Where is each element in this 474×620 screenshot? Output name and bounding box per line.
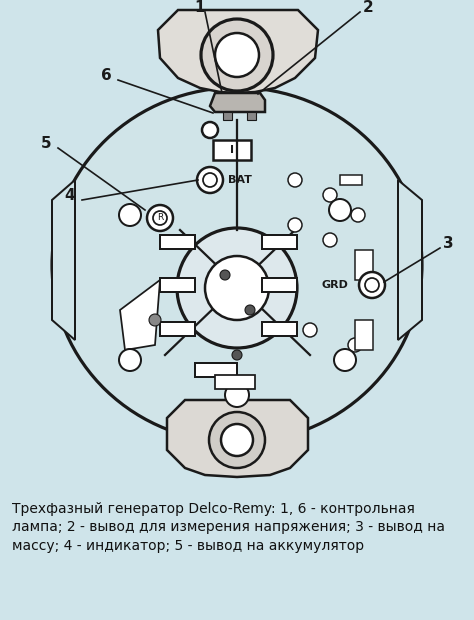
Bar (355, 320, 373, 350)
Polygon shape (158, 10, 318, 93)
Circle shape (365, 278, 379, 292)
Circle shape (245, 305, 255, 315)
Text: 1: 1 (195, 1, 205, 16)
Bar (195, 363, 237, 377)
Text: I: I (230, 145, 234, 155)
Bar (213, 140, 251, 160)
Polygon shape (167, 400, 308, 477)
Circle shape (119, 204, 141, 226)
Circle shape (348, 338, 362, 352)
Circle shape (197, 167, 223, 193)
Bar (247, 112, 256, 120)
Text: GRD: GRD (321, 280, 348, 290)
Circle shape (323, 233, 337, 247)
Circle shape (220, 270, 230, 280)
Bar (262, 235, 297, 249)
Text: 3: 3 (443, 236, 453, 252)
Circle shape (359, 272, 385, 298)
Polygon shape (210, 93, 265, 112)
Circle shape (205, 256, 269, 320)
Bar (355, 250, 373, 280)
Circle shape (119, 349, 141, 371)
Text: Трехфазный генератор Delco-Remy: 1, 6 - контрольная
лампа; 2 - вывод для измерен: Трехфазный генератор Delco-Remy: 1, 6 - … (12, 502, 445, 553)
Circle shape (201, 19, 273, 91)
Circle shape (225, 383, 249, 407)
Polygon shape (52, 180, 75, 340)
Text: 6: 6 (100, 68, 111, 82)
Bar (160, 278, 195, 292)
Circle shape (288, 173, 302, 187)
Circle shape (351, 208, 365, 222)
Bar (262, 278, 297, 292)
Circle shape (149, 314, 161, 326)
Circle shape (209, 412, 265, 468)
Circle shape (334, 349, 356, 371)
Circle shape (203, 173, 217, 187)
Circle shape (221, 424, 253, 456)
Text: BAT: BAT (228, 175, 252, 185)
Bar (223, 112, 232, 120)
Bar (215, 375, 255, 389)
Circle shape (288, 218, 302, 232)
Text: 4: 4 (64, 188, 75, 203)
Circle shape (177, 228, 297, 348)
Circle shape (303, 323, 317, 337)
Polygon shape (120, 280, 160, 350)
Circle shape (202, 122, 218, 138)
Circle shape (147, 205, 173, 231)
Bar (340, 175, 362, 185)
Bar (262, 322, 297, 336)
Circle shape (329, 199, 351, 221)
Text: R: R (157, 213, 163, 223)
Text: 2: 2 (363, 1, 374, 16)
Polygon shape (398, 180, 422, 340)
Text: 5: 5 (41, 136, 51, 151)
Bar (160, 235, 195, 249)
Circle shape (232, 350, 242, 360)
Ellipse shape (52, 87, 422, 443)
Circle shape (215, 33, 259, 77)
Circle shape (153, 211, 167, 225)
Bar (160, 322, 195, 336)
Circle shape (323, 188, 337, 202)
